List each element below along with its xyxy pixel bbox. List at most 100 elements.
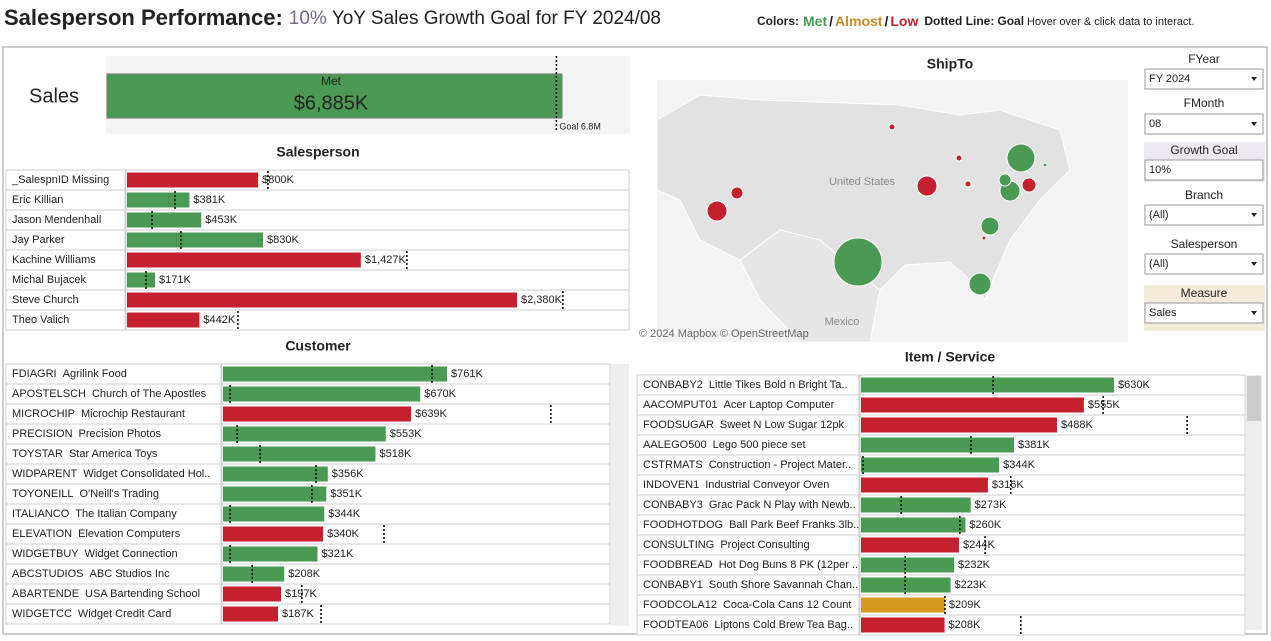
row-label[interactable]: AALEGO500 Lego 500 piece set <box>643 439 806 451</box>
scroll-thumb[interactable] <box>1247 376 1261 421</box>
bar[interactable] <box>223 406 412 422</box>
filter-control[interactable] <box>1144 253 1264 275</box>
row-label[interactable]: FOODCOLA12 Coca-Cola Cans 12 Count <box>643 599 851 611</box>
bar[interactable] <box>127 252 361 268</box>
value-label: $800K <box>262 174 294 186</box>
filter-control[interactable] <box>1144 302 1264 324</box>
bar[interactable] <box>861 537 959 553</box>
bar[interactable] <box>223 446 376 462</box>
row-label[interactable]: CONBABY3 Grac Pack N Play with Newb.. <box>643 499 856 511</box>
row-label[interactable]: WIDPARENT Widget Consolidated Hol.. <box>12 468 210 480</box>
row-label[interactable]: FOODBREAD Hot Dog Buns 8 PK (12per .. <box>643 559 858 571</box>
row-label[interactable]: CONBABY2 Little Tikes Bold n Bright Ta.. <box>643 379 848 391</box>
filter-control[interactable] <box>1144 204 1264 226</box>
bar[interactable] <box>127 192 190 208</box>
bar[interactable] <box>861 397 1084 413</box>
row-label[interactable]: Eric Killian <box>12 194 63 206</box>
row-label[interactable]: FOODTEA06 Liptons Cold Brew Tea Bag.. <box>643 619 853 631</box>
kpi-bar[interactable] <box>106 73 563 119</box>
row-label[interactable]: PRECISION Precision Photos <box>12 428 162 440</box>
bar[interactable] <box>861 517 966 533</box>
bar[interactable] <box>861 457 1000 473</box>
value-label: $830K <box>267 234 299 246</box>
row-label[interactable]: CONBABY1 South Shore Savannah Chan.. <box>643 579 858 591</box>
row-label[interactable]: INDOVEN1 Industrial Conveyor Oven <box>643 479 829 491</box>
bar[interactable] <box>223 566 285 582</box>
value-label: $381K <box>1018 439 1050 451</box>
bar[interactable] <box>861 437 1015 453</box>
map-point[interactable] <box>1021 177 1037 193</box>
filter-control[interactable] <box>1144 68 1264 90</box>
map-point[interactable] <box>1006 143 1036 173</box>
row-label[interactable]: FOODHOTDOG Ball Park Beef Franks 3lb.. <box>643 519 859 531</box>
row-label[interactable]: TOYONEILL O'Neill's Trading <box>12 488 159 500</box>
value-label: $381K <box>193 194 225 206</box>
row-name: Grac Pack N Play with Newb.. <box>709 499 856 511</box>
bar[interactable] <box>223 386 421 402</box>
bar[interactable] <box>127 272 156 288</box>
row-label[interactable]: ABCSTUDIOS ABC Studios Inc <box>12 568 170 580</box>
row-label[interactable]: Steve Church <box>12 294 79 306</box>
row-label[interactable]: ABARTENDE USA Bartending School <box>12 588 200 600</box>
bar[interactable] <box>127 172 259 188</box>
map-point[interactable] <box>968 272 992 296</box>
map-point[interactable] <box>888 123 896 131</box>
bar[interactable] <box>861 417 1057 433</box>
row-label[interactable]: FOODSUGAR Sweet N Low Sugar 12pk <box>643 419 845 431</box>
scrollbar[interactable] <box>611 364 629 626</box>
bar[interactable] <box>127 212 202 228</box>
row-label[interactable]: WIDGETBUY Widget Connection <box>12 548 178 560</box>
row-label[interactable]: CONSULTING Project Consulting <box>643 539 810 551</box>
map-point[interactable] <box>1042 162 1048 168</box>
bar[interactable] <box>861 597 945 613</box>
scrollbar[interactable] <box>1246 375 1262 630</box>
row-label[interactable]: MICROCHIP Microchip Restaurant <box>12 408 185 420</box>
map-point[interactable] <box>955 154 963 162</box>
map-point[interactable] <box>833 237 883 287</box>
bar[interactable] <box>223 466 328 482</box>
bar[interactable] <box>127 292 517 308</box>
map-point[interactable] <box>980 216 1000 236</box>
filter-value: (All) <box>1149 258 1169 270</box>
bar[interactable] <box>861 497 971 513</box>
row-label[interactable]: Jason Mendenhall <box>12 214 101 226</box>
row-label[interactable]: WIDGETCC Widget Credit Card <box>12 608 171 620</box>
row-label[interactable]: TOYSTAR Star America Toys <box>12 448 158 460</box>
map-point[interactable] <box>998 173 1012 187</box>
row-label[interactable]: Kachine Williams <box>12 254 96 266</box>
map-point[interactable] <box>964 180 972 188</box>
bar[interactable] <box>861 377 1114 393</box>
row-label[interactable]: APOSTELSCH Church of The Apostles <box>12 388 207 400</box>
bar[interactable] <box>223 606 279 622</box>
row-label[interactable]: CSTRMATS Construction - Project Mater.. <box>643 459 851 471</box>
bar[interactable] <box>127 312 200 328</box>
map-point[interactable] <box>730 186 744 200</box>
map-point[interactable] <box>981 235 987 241</box>
bar[interactable] <box>861 557 955 573</box>
map-point[interactable] <box>706 200 728 222</box>
filter-control[interactable] <box>1144 113 1264 135</box>
bar[interactable] <box>861 617 945 633</box>
row-label[interactable]: FDIAGRI Agrilink Food <box>12 368 127 380</box>
row-label[interactable]: ELEVATION Elevation Computers <box>12 528 181 540</box>
row-label[interactable]: ITALIANCO The Italian Company <box>12 508 177 520</box>
bar[interactable] <box>861 477 988 493</box>
bar[interactable] <box>223 586 281 602</box>
row-label[interactable]: Jay Parker <box>12 234 65 246</box>
filter-control[interactable] <box>1144 159 1264 181</box>
row-label[interactable]: _SalespnID Missing <box>11 174 109 186</box>
row-label[interactable]: AACOMPUT01 Acer Laptop Computer <box>643 399 835 411</box>
map-point[interactable] <box>916 175 938 197</box>
bar[interactable] <box>223 546 318 562</box>
bar[interactable] <box>127 232 264 248</box>
label-cell <box>5 309 126 331</box>
row-label[interactable]: Michal Bujacek <box>12 274 86 286</box>
row-label[interactable]: Theo Valich <box>12 314 69 326</box>
bar[interactable] <box>223 526 324 542</box>
bar[interactable] <box>223 366 447 382</box>
bar[interactable] <box>223 506 325 522</box>
bar[interactable] <box>223 426 386 442</box>
row-code: AACOMPUT01 <box>643 399 718 411</box>
bar[interactable] <box>223 486 327 502</box>
